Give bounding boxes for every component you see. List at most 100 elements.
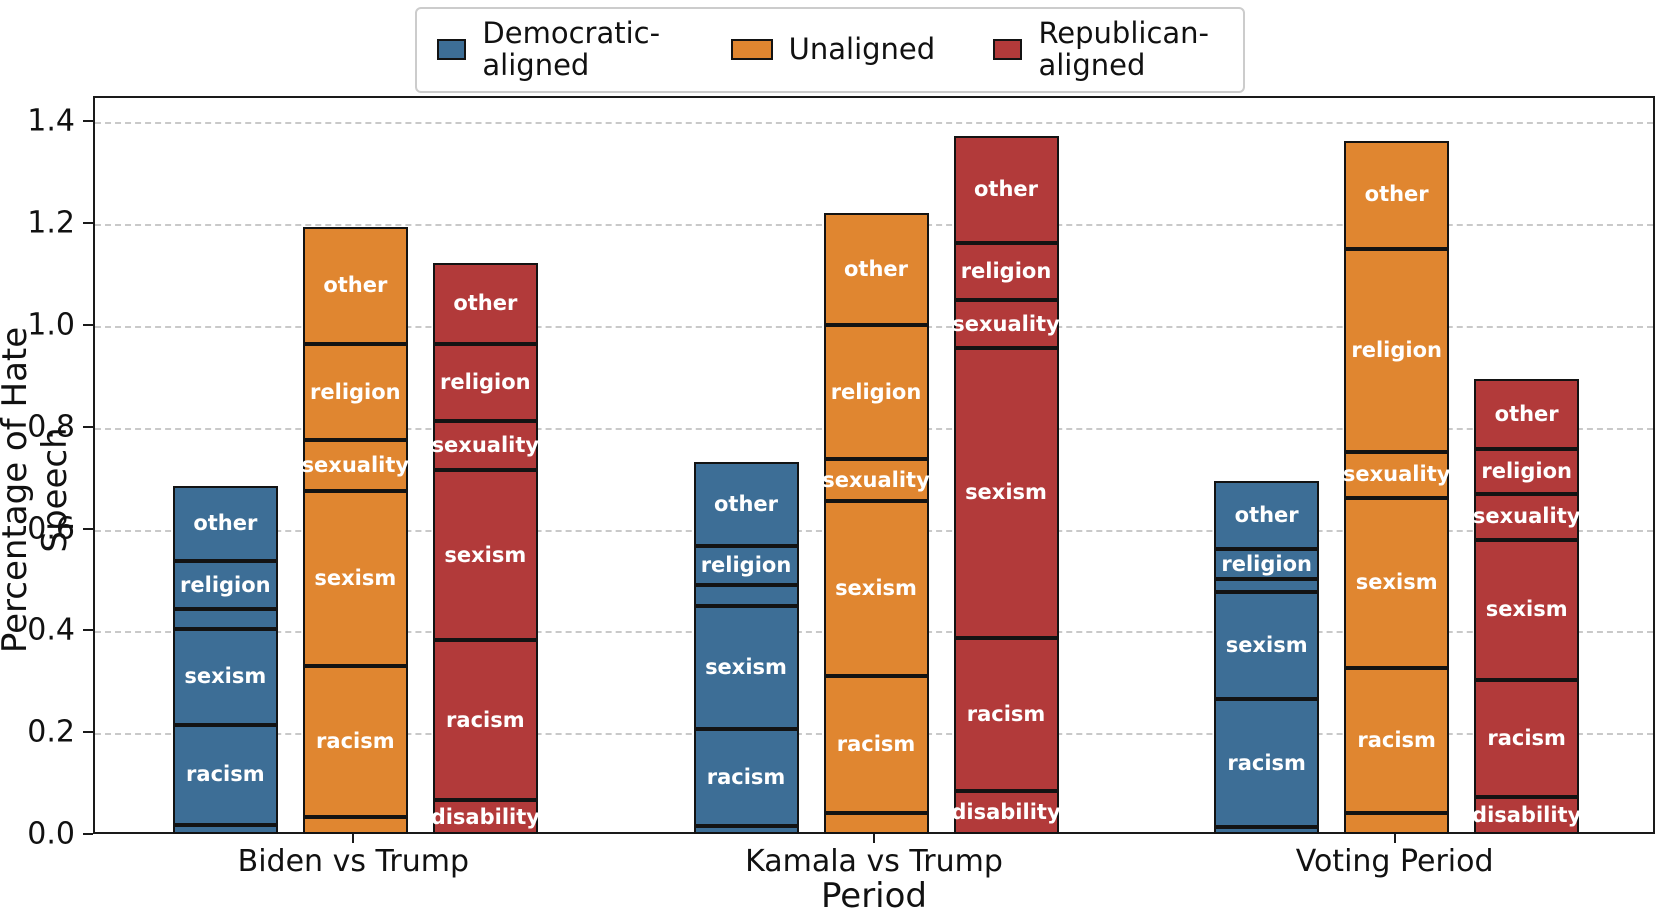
bar-segment-disability: disability	[951, 791, 1061, 834]
bar-segment-sexuality	[1214, 579, 1320, 592]
bar-segment-label: sexism	[444, 542, 527, 567]
bar-segment-label: racism	[316, 729, 395, 754]
bar-segment-label: sexuality	[301, 452, 410, 477]
bar-segment-label: racism	[706, 764, 786, 789]
bar-segment-disability	[302, 817, 408, 834]
y-tick-mark	[83, 527, 93, 530]
bar-segment-other: other	[823, 213, 929, 326]
bar-segment-sexism: sexism	[1344, 497, 1450, 669]
bar-segment-racism: racism	[693, 728, 799, 826]
y-tick-label: 1.2	[27, 205, 75, 241]
x-tick-label: Biden vs Trump	[237, 844, 470, 879]
bar-segment-disability: disability	[1472, 796, 1581, 834]
bar-segment-label: racism	[446, 707, 525, 732]
bar-segment-label: religion	[960, 258, 1052, 283]
y-tick-label: 0.2	[27, 714, 75, 750]
bar-segment-religion: religion	[302, 344, 408, 441]
bar-segment-disability	[1344, 812, 1450, 834]
bar-segment-racism: racism	[823, 676, 929, 814]
bar-segment-sexuality	[693, 584, 799, 607]
x-tick-mark	[352, 834, 355, 843]
bar-segment-disability: disability	[430, 800, 540, 834]
bar-segment-religion: religion	[432, 344, 538, 421]
y-tick-label: 1.4	[27, 103, 75, 139]
bar-segment-label: other	[453, 291, 518, 316]
bar-segment-disability	[823, 813, 929, 834]
bar-segment-label: religion	[1351, 338, 1442, 363]
bar-segment-other: other	[302, 227, 408, 345]
bar-segment-label: other	[323, 273, 388, 298]
bar-segment-label: disability	[430, 804, 540, 829]
bar-segment-sexuality	[172, 609, 278, 629]
bar-segment-disability	[172, 824, 278, 834]
bar-segment-sexism: sexism	[823, 500, 929, 677]
bar-segment-label: racism	[1487, 725, 1566, 750]
bar-segment-sexism: sexism	[432, 470, 538, 641]
bar-segment-sexism: sexism	[1214, 591, 1320, 700]
bar-segment-label: religion	[700, 553, 792, 577]
y-tick-mark	[83, 222, 93, 225]
legend-label: Republican-aligned	[1038, 16, 1210, 82]
y-tick-label: 0.8	[27, 409, 75, 445]
bar-segment-label: other	[713, 491, 778, 516]
bar-segment-label: sexuality	[431, 432, 540, 457]
x-axis-label: Period	[820, 876, 928, 916]
bar-segment-religion: religion	[1214, 549, 1320, 579]
y-tick-mark	[83, 629, 93, 632]
bar-segment-label: racism	[1357, 727, 1436, 752]
bar-segment-label: other	[973, 176, 1038, 201]
legend-item: Unaligned	[730, 31, 936, 66]
legend: Democratic-aligned Unaligned Republican-al…	[415, 7, 1245, 93]
bar-segment-label: racism	[186, 762, 265, 787]
bar-segment-sexuality: sexuality	[431, 420, 540, 471]
bar-segment-other: other	[1214, 480, 1320, 550]
bar-segment-other: other	[172, 485, 278, 562]
bar-segment-label: other	[193, 511, 258, 536]
bar-segment-racism: racism	[302, 666, 408, 818]
bar-segment-racism: racism	[172, 725, 278, 825]
grid-line	[95, 122, 1653, 125]
bar-segment-sexism: sexism	[302, 490, 408, 667]
bar-segment-label: other	[1234, 502, 1299, 527]
bar-segment-sexism: sexism	[1474, 539, 1580, 680]
bar-segment-racism: racism	[432, 640, 538, 801]
bar-segment-other: other	[432, 262, 538, 345]
bar-segment-other: other	[693, 462, 799, 547]
legend-label: Unaligned	[788, 31, 936, 66]
bar-segment-label: religion	[1481, 459, 1572, 484]
y-axis-label: Percentage of Hate Speech	[0, 326, 75, 654]
bar-segment-label: sexuality	[1342, 462, 1451, 487]
legend-item: Democratic-aligned	[437, 17, 673, 82]
bar-segment-sexism: sexism	[172, 628, 278, 726]
bar-segment-label: other	[843, 256, 908, 281]
bar-segment-other: other	[1344, 140, 1450, 250]
legend-item: Republican-aligned	[993, 16, 1223, 82]
bar-segment-label: religion	[180, 572, 271, 597]
bar-segment-label: sexism	[1225, 632, 1308, 657]
y-tick-mark	[83, 731, 93, 734]
bar-segment-sexuality: sexuality	[1473, 494, 1580, 540]
bar-segment-label: sexism	[1355, 570, 1438, 595]
y-tick-mark	[83, 324, 93, 327]
y-tick-mark	[83, 425, 93, 428]
bar-segment-label: other	[1494, 401, 1559, 426]
bar-segment-racism: racism	[953, 638, 1059, 792]
bar-segment-religion: religion	[172, 561, 278, 610]
bar-segment-label: sexism	[705, 655, 787, 680]
y-tick-label: 0.4	[27, 612, 75, 648]
bar-segment-sexuality: sexuality	[952, 300, 1060, 348]
y-tick-mark	[83, 833, 93, 835]
bar-segment-disability	[693, 825, 799, 834]
bar-segment-label: religion	[440, 370, 531, 395]
bar-segment-other: other	[1474, 379, 1580, 450]
y-tick-mark	[83, 120, 93, 123]
bar-segment-sexism: sexism	[693, 606, 799, 729]
bar-segment-label: racism	[966, 702, 1046, 727]
x-tick-label: Voting Period	[1295, 844, 1494, 879]
bar-segment-disability	[1214, 827, 1320, 834]
y-tick-label: 0.6	[27, 511, 75, 547]
bar-segment-label: sexuality	[822, 467, 930, 492]
bar-segment-label: religion	[1221, 551, 1312, 576]
bar-segment-religion: religion	[693, 546, 799, 585]
legend-swatch	[437, 39, 467, 61]
